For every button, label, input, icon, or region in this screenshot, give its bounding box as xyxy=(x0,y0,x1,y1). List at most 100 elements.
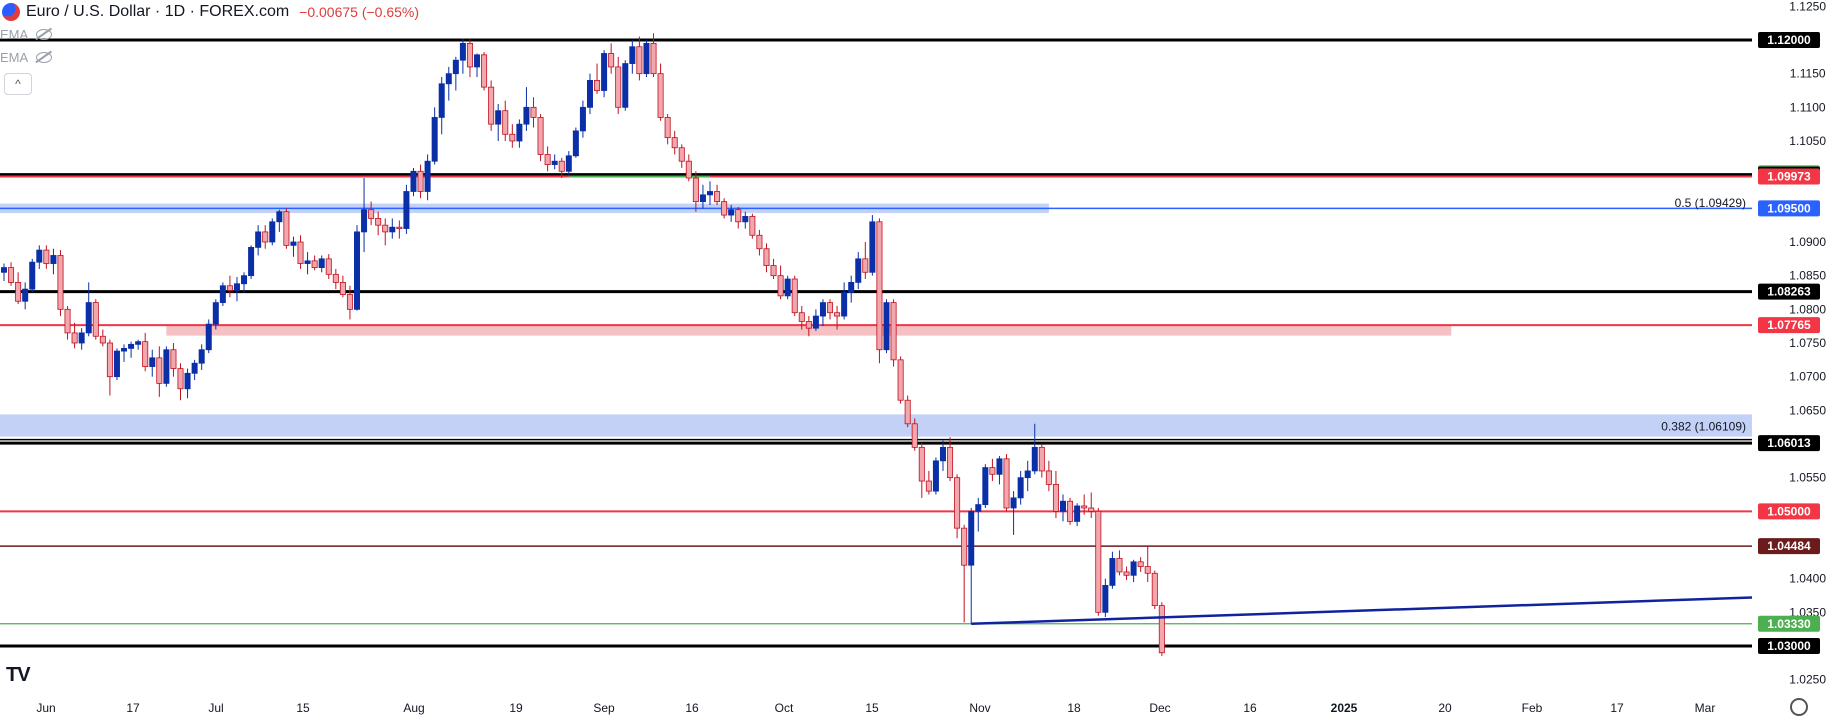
candle-body xyxy=(92,302,99,337)
candle xyxy=(1130,559,1137,583)
candle-body xyxy=(579,106,586,132)
time-tick-label: Dec xyxy=(1149,701,1170,715)
time-tick-label: 18 xyxy=(1067,701,1081,715)
candle-body xyxy=(424,160,431,192)
candle xyxy=(897,356,904,404)
candle xyxy=(0,263,7,282)
candle-body xyxy=(297,241,304,264)
candle xyxy=(756,229,763,256)
candle xyxy=(904,395,911,428)
candle-body xyxy=(961,527,968,566)
candle xyxy=(248,245,255,280)
time-tick-label: 15 xyxy=(865,701,879,715)
candle xyxy=(819,299,826,327)
candle xyxy=(113,348,120,381)
candle xyxy=(579,100,586,138)
candle xyxy=(29,258,36,293)
candle xyxy=(827,299,834,320)
candle xyxy=(212,299,219,330)
time-tick-label: Feb xyxy=(1522,701,1543,715)
candle xyxy=(57,250,64,317)
candle xyxy=(71,322,78,349)
candle xyxy=(876,218,883,364)
candle xyxy=(106,339,113,396)
candle-body xyxy=(382,224,389,233)
candle-body xyxy=(1010,497,1017,509)
candle-body xyxy=(205,323,212,351)
candle xyxy=(43,245,50,269)
price-tick-label: 1.04000 xyxy=(1789,572,1826,586)
candle xyxy=(586,73,593,115)
candle xyxy=(255,225,262,256)
time-tick-label: 17 xyxy=(126,701,140,715)
candle-body xyxy=(121,347,128,352)
indicator-ema-1[interactable]: EMA xyxy=(0,27,53,42)
candle xyxy=(601,50,608,98)
candle xyxy=(481,52,488,91)
candle xyxy=(657,63,664,121)
time-axis[interactable]: Jun 17 Jul 15 Aug 19 Sep 16 Oct 15 Nov 18 Dec 16 2025 2… xyxy=(36,701,1715,715)
trendline-layer[interactable] xyxy=(971,596,1753,626)
candle-body xyxy=(1130,561,1137,576)
candle xyxy=(445,66,452,101)
candle xyxy=(530,97,537,128)
candle xyxy=(170,343,177,377)
time-tick-label: 15 xyxy=(296,701,310,715)
candle xyxy=(198,344,205,370)
candle-body xyxy=(233,283,240,291)
candle-body xyxy=(64,308,71,334)
candle xyxy=(911,418,918,451)
candle xyxy=(78,328,85,350)
time-tick-label: 19 xyxy=(509,701,523,715)
candle-body xyxy=(699,194,706,203)
hidden-eye-icon[interactable] xyxy=(36,52,53,63)
candle-body xyxy=(71,332,78,344)
level-label-bg-3 xyxy=(1758,168,1820,185)
candle-body xyxy=(827,302,834,314)
candle xyxy=(269,218,276,246)
candle-body xyxy=(862,258,869,273)
price-tick-label: 1.07000 xyxy=(1789,370,1826,384)
level-label-bg-7 xyxy=(1758,435,1820,452)
price-tick-label: 1.02500 xyxy=(1789,673,1826,687)
candle xyxy=(205,319,212,354)
candle-body xyxy=(735,209,742,223)
indicator-ema-2[interactable]: EMA xyxy=(0,50,53,65)
candle xyxy=(1045,460,1052,492)
candle-body xyxy=(1102,585,1109,613)
candle xyxy=(262,225,269,249)
candle-body xyxy=(0,267,7,273)
time-tick-label: 20 xyxy=(1438,701,1452,715)
candle-body xyxy=(1031,446,1038,472)
symbol-title[interactable]: Euro / U.S. Dollar · 1D · FOREX.com xyxy=(26,3,290,20)
price-axis[interactable]: 1.12500 1.11500 1.11000 1.10500 1.09000 1.085… xyxy=(1758,0,1826,687)
settings-gear-icon[interactable] xyxy=(1790,698,1808,716)
candle xyxy=(339,275,346,298)
candle-body xyxy=(714,191,721,202)
candle-body xyxy=(1123,571,1130,576)
candle xyxy=(1017,470,1024,505)
candle xyxy=(791,275,798,317)
candle-body xyxy=(452,59,459,75)
time-tick-label: Jul xyxy=(208,701,223,715)
price-tick-label: 1.11500 xyxy=(1790,67,1826,81)
candle-body xyxy=(85,302,92,334)
trendline[interactable] xyxy=(971,596,1753,626)
candle-body xyxy=(438,83,445,118)
candle xyxy=(664,114,671,145)
candle xyxy=(968,507,975,624)
candle-body xyxy=(1137,561,1144,567)
candle-body xyxy=(431,117,438,162)
time-tick-label: 17 xyxy=(1610,701,1624,715)
candle xyxy=(707,181,714,205)
candle-body xyxy=(219,285,226,303)
candle xyxy=(99,329,106,347)
hidden-eye-icon[interactable] xyxy=(36,29,53,40)
candle-body xyxy=(1045,470,1052,485)
level-label-8: 1.05000 xyxy=(1767,504,1811,518)
collapse-indicators-button[interactable]: ^ xyxy=(4,73,32,95)
candle xyxy=(714,184,721,205)
candle xyxy=(1038,444,1045,478)
candle xyxy=(290,236,297,257)
